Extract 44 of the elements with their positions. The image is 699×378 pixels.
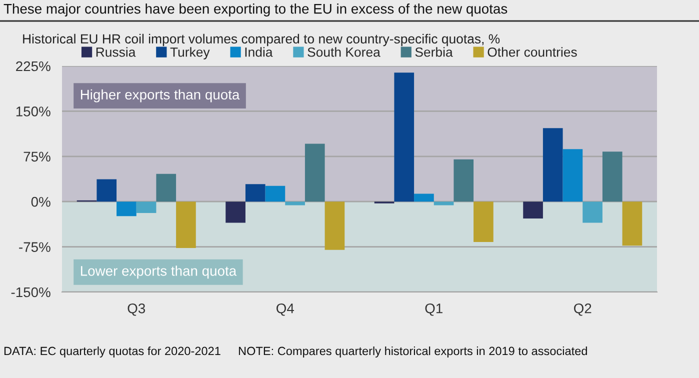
- legend-label: South Korea: [308, 47, 380, 57]
- bar: [394, 72, 414, 202]
- bar: [562, 149, 583, 202]
- text: DATA: EC quarterly quotas for 2020-2021: [4, 346, 220, 358]
- legend-label: Serbia: [415, 47, 453, 57]
- legend-label: Russia: [96, 47, 136, 57]
- bar: [454, 159, 474, 202]
- bar: [304, 144, 325, 202]
- bar: [176, 202, 196, 248]
- legend-label: Turkey: [170, 47, 210, 60]
- bar: [582, 202, 602, 223]
- y-tick-label: 75%: [24, 152, 50, 162]
- legend-label: India: [245, 47, 273, 57]
- y-tick-label: 225%: [16, 61, 50, 72]
- bar: [434, 202, 454, 206]
- y-tick-label: -75%: [19, 242, 50, 252]
- bar: [136, 202, 156, 214]
- y-tick-label: 150%: [16, 106, 50, 116]
- bar: [474, 202, 494, 242]
- x-tick-label: Q3: [128, 303, 146, 316]
- x-tick-label: Q1: [425, 303, 442, 316]
- y-tick-label: -150%: [11, 287, 50, 298]
- text: NOTE: Compares quarterly historical exports in 2019 to associated: [238, 346, 587, 358]
- band-label: Higher exports than quota: [80, 89, 240, 102]
- bar: [324, 202, 345, 250]
- bar: [523, 202, 543, 218]
- bar: [285, 202, 305, 206]
- legend-label: Other countries: [488, 47, 577, 57]
- band-label: Lower exports than quota: [80, 266, 237, 279]
- y-tick-label: 0%: [31, 196, 50, 207]
- bar: [245, 184, 266, 202]
- bar: [156, 174, 176, 202]
- bar: [116, 202, 136, 216]
- bar: [96, 179, 117, 202]
- bar: [226, 202, 246, 223]
- chart-subtitle: Historical EU HR coil import volumes compared to new country-specific quotas, %: [23, 34, 500, 46]
- chart-title: These major countries have been exporting to the EU in excess of the new quotas: [4, 4, 508, 16]
- bar: [414, 194, 434, 202]
- bar: [265, 186, 286, 202]
- bar: [602, 152, 622, 202]
- x-tick-label: Q4: [276, 303, 294, 316]
- bar: [622, 202, 642, 246]
- bar: [542, 128, 563, 202]
- x-tick-label: Q2: [574, 303, 592, 316]
